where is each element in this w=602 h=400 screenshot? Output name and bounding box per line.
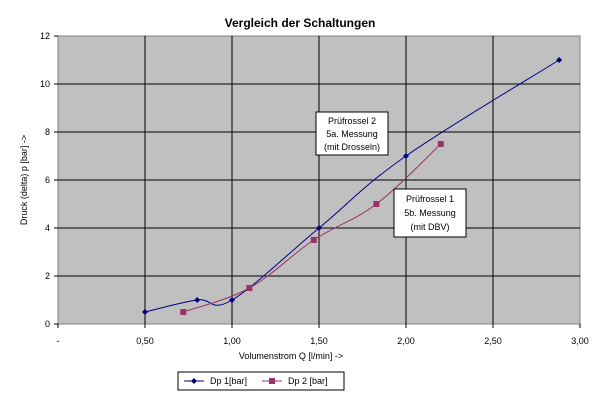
annotation-line: 5a. Messung — [326, 129, 378, 139]
x-tick-label: - — [57, 336, 60, 346]
annotation-line: (mit Drosseln) — [324, 142, 380, 152]
annotation-pruefrossel-2: Prüfrossel 2 5a. Messung (mit Drosseln) — [316, 112, 388, 155]
data-point — [180, 309, 186, 315]
annotation-line: 5b. Messung — [404, 208, 456, 218]
legend-marker-dp2 — [269, 378, 275, 384]
y-tick-label: 8 — [45, 127, 50, 137]
y-tick-label: 4 — [45, 223, 50, 233]
y-axis-title: Druck (delta) p [bar] -> — [19, 135, 29, 225]
annotation-pruefrossel-1: Prüfrossel 1 5b. Messung (mit DBV) — [394, 189, 466, 237]
x-tick-label: 2,00 — [397, 336, 415, 346]
data-point — [373, 201, 379, 207]
y-tick-label: 12 — [40, 31, 50, 41]
legend-label-dp2: Dp 2 [bar] — [288, 376, 328, 386]
y-tick-label: 10 — [40, 79, 50, 89]
annotation-line: (mit DBV) — [411, 222, 450, 232]
y-tick-label: 0 — [45, 319, 50, 329]
data-point — [311, 237, 317, 243]
legend-label-dp1: Dp 1[bar] — [210, 376, 247, 386]
annotation-line: Prüfrossel 1 — [406, 194, 454, 204]
x-tick-label: 3,00 — [571, 336, 589, 346]
x-axis-ticks: - 0,50 1,00 1,50 2,00 2,50 3,00 — [57, 324, 589, 346]
data-point — [246, 285, 252, 291]
chart: Vergleich der Schaltungen 0 2 4 6 8 10 12 - 0,5… — [0, 0, 602, 400]
x-tick-label: 1,50 — [310, 336, 328, 346]
legend: Dp 1[bar] Dp 2 [bar] — [178, 372, 344, 390]
x-tick-label: 2,50 — [484, 336, 502, 346]
y-tick-label: 6 — [45, 175, 50, 185]
x-tick-label: 0,50 — [136, 336, 154, 346]
y-axis-ticks: 0 2 4 6 8 10 12 — [40, 31, 58, 329]
chart-title: Vergleich der Schaltungen — [225, 16, 376, 30]
x-axis-title: Volumenstrom Q [l/min] -> — [239, 351, 343, 361]
annotation-line: Prüfrossel 2 — [328, 116, 376, 126]
y-tick-label: 2 — [45, 271, 50, 281]
x-tick-label: 1,00 — [223, 336, 241, 346]
data-point — [438, 141, 444, 147]
